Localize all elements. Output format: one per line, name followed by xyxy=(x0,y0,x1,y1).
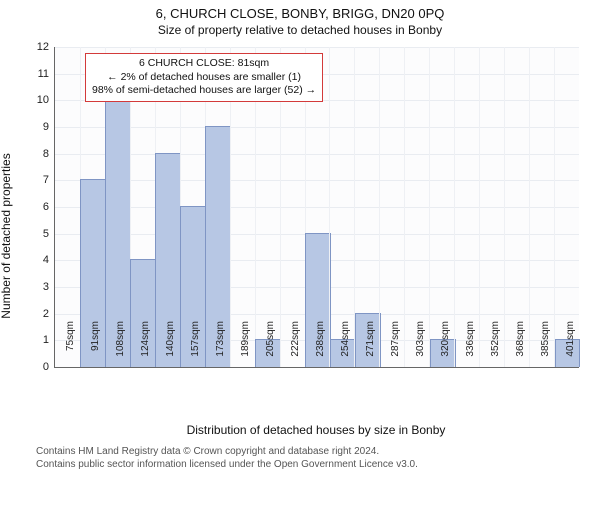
plot-area: 012345678910111275sqm91sqm108sqm124sqm14… xyxy=(54,47,579,368)
x-tick-label: 238sqm xyxy=(315,321,326,371)
y-tick-label: 10 xyxy=(37,94,55,106)
x-tick-label: 108sqm xyxy=(115,321,126,371)
y-tick-label: 1 xyxy=(43,334,55,346)
x-tick-label: 401sqm xyxy=(565,321,576,371)
page-subtitle: Size of property relative to detached ho… xyxy=(0,23,600,37)
y-tick-label: 2 xyxy=(43,308,55,320)
gridline-v xyxy=(429,47,430,367)
footer-line-1: Contains HM Land Registry data © Crown c… xyxy=(36,445,600,458)
x-tick-label: 271sqm xyxy=(365,321,376,371)
x-tick-label: 320sqm xyxy=(440,321,451,371)
x-tick-label: 91sqm xyxy=(90,321,101,371)
x-tick-label: 254sqm xyxy=(340,321,351,371)
y-tick-label: 6 xyxy=(43,201,55,213)
y-tick-label: 9 xyxy=(43,121,55,133)
gridline-v xyxy=(504,47,505,367)
y-tick-label: 11 xyxy=(38,68,55,80)
callout-line-3: 98% of semi-detached houses are larger (… xyxy=(92,84,316,98)
gridline-v xyxy=(554,47,555,367)
gridline-h xyxy=(55,154,579,155)
chart-container: Number of detached properties 0123456789… xyxy=(10,41,590,431)
footer-line-2: Contains public sector information licen… xyxy=(36,458,600,471)
x-tick-label: 287sqm xyxy=(390,321,401,371)
x-tick-label: 385sqm xyxy=(540,321,551,371)
callout-box: 6 CHURCH CLOSE: 81sqm ← 2% of detached h… xyxy=(85,53,323,102)
gridline-h xyxy=(55,47,579,48)
x-tick-label: 124sqm xyxy=(140,321,151,371)
y-tick-label: 0 xyxy=(43,361,55,373)
callout-line-1: 6 CHURCH CLOSE: 81sqm xyxy=(92,57,316,71)
y-tick-label: 8 xyxy=(43,148,55,160)
gridline-v xyxy=(329,47,330,367)
x-tick-label: 205sqm xyxy=(265,321,276,371)
x-tick-label: 222sqm xyxy=(290,321,301,371)
y-tick-label: 4 xyxy=(43,254,55,266)
x-tick-label: 368sqm xyxy=(515,321,526,371)
x-tick-label: 189sqm xyxy=(240,321,251,371)
footer: Contains HM Land Registry data © Crown c… xyxy=(36,445,600,471)
y-axis-label: Number of detached properties xyxy=(0,153,13,318)
gridline-h xyxy=(55,180,579,181)
x-tick-label: 140sqm xyxy=(165,321,176,371)
x-axis-label: Distribution of detached houses by size … xyxy=(54,423,578,437)
gridline-h xyxy=(55,207,579,208)
gridline-v xyxy=(379,47,380,367)
y-tick-label: 3 xyxy=(43,281,55,293)
callout-line-2: ← 2% of detached houses are smaller (1) xyxy=(92,71,316,85)
x-tick-label: 157sqm xyxy=(190,321,201,371)
y-tick-label: 12 xyxy=(37,41,55,53)
x-tick-label: 336sqm xyxy=(465,321,476,371)
x-tick-label: 352sqm xyxy=(490,321,501,371)
gridline-v xyxy=(479,47,480,367)
y-tick-label: 7 xyxy=(43,174,55,186)
y-tick-label: 5 xyxy=(43,228,55,240)
gridline-v xyxy=(529,47,530,367)
x-tick-label: 75sqm xyxy=(65,321,76,371)
page-title: 6, CHURCH CLOSE, BONBY, BRIGG, DN20 0PQ xyxy=(0,6,600,21)
x-tick-label: 303sqm xyxy=(415,321,426,371)
x-tick-label: 173sqm xyxy=(215,321,226,371)
gridline-v xyxy=(404,47,405,367)
gridline-v xyxy=(454,47,455,367)
gridline-h xyxy=(55,127,579,128)
